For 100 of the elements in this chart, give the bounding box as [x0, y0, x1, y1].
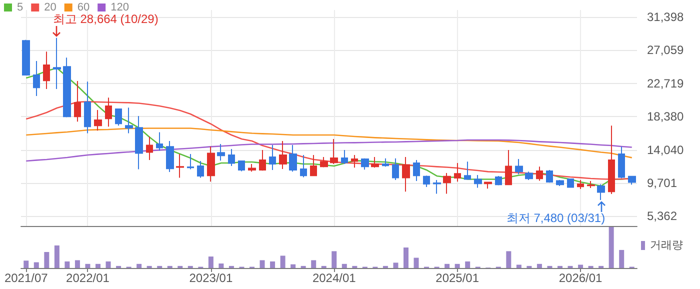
- candlestick: [115, 108, 122, 126]
- candlestick: [248, 163, 256, 172]
- candlestick: [330, 138, 338, 164]
- candlestick: [413, 159, 420, 182]
- x-tick-label: 2026/01: [558, 271, 603, 285]
- candlestick: [74, 80, 81, 122]
- bar: [506, 251, 512, 268]
- bar: [54, 245, 60, 268]
- bar: [208, 256, 214, 268]
- legend-label: 5: [17, 2, 24, 14]
- candlestick: [546, 169, 553, 184]
- bar: [270, 261, 276, 268]
- candlestick: [105, 97, 112, 128]
- y-tick-label: 5,362: [647, 209, 678, 224]
- candlestick: [628, 175, 636, 186]
- candlestick: [125, 107, 133, 134]
- bar: [24, 260, 29, 268]
- bar: [454, 264, 460, 268]
- bar: [290, 264, 296, 268]
- candlestick: [474, 174, 482, 188]
- candlestick: [320, 156, 328, 168]
- y-tick-label: 27,059: [647, 43, 684, 58]
- candlestick: [33, 60, 40, 96]
- candlestick: [22, 39, 30, 76]
- candlestick: [361, 158, 369, 170]
- candlestick: [556, 179, 564, 186]
- bar: [74, 260, 80, 268]
- candlestick: [495, 175, 502, 186]
- bar: [393, 262, 398, 268]
- candlestick: [536, 166, 543, 182]
- candlestick: [156, 132, 163, 152]
- candlestick: [217, 143, 225, 162]
- x-tick-label: 2022/01: [66, 271, 110, 285]
- candlestick: [187, 153, 194, 170]
- candlestick: [135, 115, 143, 170]
- candlestick: [310, 154, 317, 176]
- candlestick: [279, 140, 287, 170]
- bar: [96, 264, 100, 268]
- candlestick: [166, 140, 174, 172]
- bar: [404, 248, 408, 268]
- candlestick: [505, 149, 512, 186]
- candlestick: [402, 156, 410, 192]
- bar: [260, 260, 265, 268]
- candlestick: [392, 158, 399, 180]
- bar: [414, 258, 419, 268]
- candlestick: [341, 149, 348, 164]
- candlestick: [464, 161, 471, 180]
- candlestick: [618, 146, 625, 179]
- bar: [619, 250, 624, 268]
- annotation: 최저 7,480 (03/31): [506, 210, 606, 225]
- bar: [64, 261, 70, 268]
- bar: [516, 264, 522, 268]
- bar: [85, 264, 90, 268]
- candlestick: [84, 81, 91, 134]
- candlestick: [433, 179, 441, 194]
- bar: [106, 261, 111, 268]
- candlestick: [454, 162, 461, 182]
- candlestick: [515, 158, 523, 175]
- candlestick: [351, 154, 358, 168]
- candlestick: [53, 37, 61, 90]
- candlestick: [197, 160, 204, 178]
- y-tick-label: 22,719: [647, 76, 684, 90]
- bar: [218, 263, 224, 268]
- bar: [608, 227, 614, 268]
- legend-label: 거래량: [650, 240, 683, 252]
- candlestick: [587, 180, 595, 188]
- bar: [280, 256, 286, 268]
- candlestick: [484, 182, 492, 190]
- bar: [332, 251, 337, 268]
- candlestick: [176, 153, 184, 178]
- bar: [136, 264, 142, 268]
- candlestick: [94, 109, 102, 132]
- line-series: [25, 139, 633, 162]
- candlestick: [207, 146, 215, 182]
- y-tick-label: 31,398: [647, 10, 684, 24]
- x-tick-label: 2023/01: [189, 271, 233, 285]
- candlestick: [63, 57, 71, 118]
- bar: [342, 264, 347, 268]
- y-tick-label: 14,040: [647, 142, 684, 157]
- x-tick-label: 2024/01: [312, 271, 356, 285]
- candlestick: [269, 144, 276, 170]
- bar: [34, 262, 39, 268]
- annotation: 최고 28,664 (10/29): [52, 12, 158, 26]
- y-tick-label: 18,380: [647, 110, 684, 124]
- bar: [465, 261, 470, 268]
- legend-label: 120: [110, 2, 129, 14]
- candlestick: [423, 175, 430, 188]
- candlestick: [238, 160, 245, 172]
- candlestick: [43, 51, 50, 90]
- candlestick: [228, 148, 235, 166]
- candlestick: [567, 178, 574, 188]
- legend-label: 20: [44, 2, 56, 14]
- bar: [444, 264, 450, 268]
- x-tick-label: 2021/07: [4, 271, 48, 285]
- candlestick: [146, 136, 153, 160]
- bar: [44, 252, 50, 268]
- candlestick: [371, 156, 379, 168]
- y-tick-label: 9,701: [647, 176, 678, 190]
- bar: [311, 260, 316, 268]
- candlestick: [597, 184, 605, 200]
